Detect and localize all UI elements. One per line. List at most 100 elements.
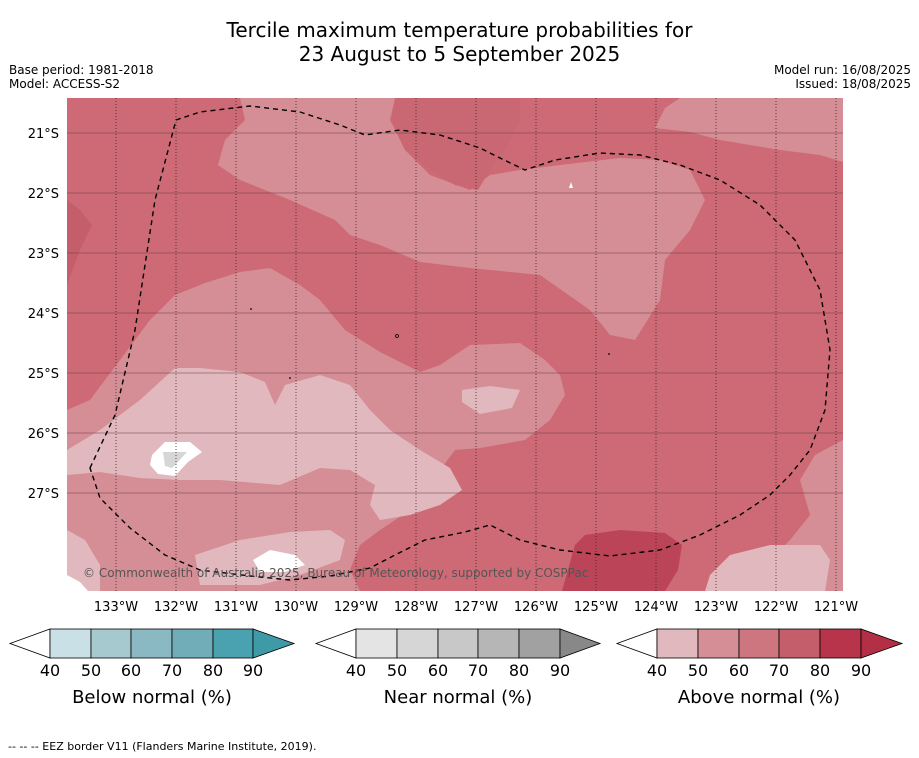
lon-label: 130°W bbox=[274, 600, 318, 615]
legend-tick: 80 bbox=[810, 661, 830, 680]
lon-label: 126°W bbox=[514, 600, 558, 615]
legend-below-normal: 40 50 60 70 80 90 Below normal (%) bbox=[8, 628, 296, 708]
legend-tick: 50 bbox=[387, 661, 407, 680]
lon-gridlines bbox=[115, 98, 837, 591]
issued-label: Issued: 18/08/2025 bbox=[795, 77, 911, 91]
legend-tick: 50 bbox=[81, 661, 101, 680]
legend-title: Near normal (%) bbox=[384, 687, 533, 708]
legend-tick: 80 bbox=[203, 661, 223, 680]
lon-label: 125°W bbox=[574, 600, 618, 615]
legend-below-bin bbox=[130, 628, 173, 659]
lon-label: 132°W bbox=[154, 600, 198, 615]
lat-label: 21°S bbox=[28, 127, 59, 142]
lat-label: 25°S bbox=[28, 367, 59, 382]
contour-70-80-south bbox=[562, 530, 682, 591]
blank-patch-3 bbox=[67, 575, 88, 591]
island-mark-5 bbox=[569, 182, 573, 188]
legend-above-bin bbox=[656, 628, 699, 659]
legend-title: Above normal (%) bbox=[678, 687, 840, 708]
chart-title: Tercile maximum temperature probabilitie… bbox=[0, 18, 919, 66]
near-normal-patch bbox=[163, 452, 187, 468]
lon-label: 131°W bbox=[214, 600, 258, 615]
legend-below-bin bbox=[49, 628, 92, 659]
lon-label: 129°W bbox=[334, 600, 378, 615]
island-mark-3 bbox=[395, 334, 399, 338]
lat-label: 27°S bbox=[28, 487, 59, 502]
meta-left: Base period: 1981-2018 Model: ACCESS-S2 bbox=[9, 63, 154, 91]
legend-above-bin bbox=[819, 628, 862, 659]
contour-40-50-west bbox=[67, 368, 462, 520]
legend-below-extend-right bbox=[252, 628, 296, 659]
contour-50-60-northeast bbox=[655, 98, 843, 162]
legend-near-extend-right bbox=[559, 628, 602, 659]
lat-labels: 21°S 22°S 23°S 24°S 25°S 26°S 27°S bbox=[28, 127, 59, 502]
legend-above-bin bbox=[697, 628, 740, 659]
legend-above-extend-right bbox=[860, 628, 904, 659]
legend-tick: 50 bbox=[688, 661, 708, 680]
lon-label: 123°W bbox=[694, 600, 738, 615]
legend-tick: 40 bbox=[647, 661, 667, 680]
model-run-label: Model run: 16/08/2025 bbox=[773, 63, 911, 77]
legend-tick: 70 bbox=[468, 661, 488, 680]
legend-near-bin bbox=[518, 628, 561, 659]
legend-tick: 90 bbox=[851, 661, 871, 680]
legend-tick: 40 bbox=[346, 661, 366, 680]
legend-near-normal: 40 50 60 70 80 90 Near normal (%) bbox=[314, 628, 602, 708]
legend-above-extend-left bbox=[615, 628, 658, 659]
base-period-label: Base period: 1981-2018 bbox=[9, 63, 154, 77]
legend-above-bin bbox=[738, 628, 780, 659]
contour-50-60-north bbox=[218, 98, 705, 340]
legend-tick: 90 bbox=[550, 661, 570, 680]
island-mark-2 bbox=[289, 377, 291, 379]
legend-near-extend-left bbox=[314, 628, 357, 659]
probability-map bbox=[67, 98, 843, 591]
eez-border bbox=[89, 105, 831, 581]
lat-label: 23°S bbox=[28, 247, 59, 262]
lat-gridlines bbox=[67, 132, 843, 494]
title-line-1: Tercile maximum temperature probabilitie… bbox=[226, 18, 693, 42]
island-mark-4 bbox=[608, 353, 610, 355]
lon-label: 121°W bbox=[814, 600, 858, 615]
lon-label: 128°W bbox=[394, 600, 438, 615]
legend-tick: 40 bbox=[40, 661, 60, 680]
lon-label: 127°W bbox=[454, 600, 498, 615]
lon-label: 122°W bbox=[754, 600, 798, 615]
legend-below-bin bbox=[90, 628, 132, 659]
legend-above-normal: 40 50 60 70 80 90 Above normal (%) bbox=[615, 628, 904, 708]
legend-above-bin bbox=[778, 628, 821, 659]
contour-70-80-north bbox=[392, 98, 520, 190]
legend-tick: 70 bbox=[162, 661, 182, 680]
contour-40-50-patch bbox=[462, 386, 520, 414]
legend-tick: 90 bbox=[243, 661, 263, 680]
legend-near-bin bbox=[437, 628, 479, 659]
lat-label: 24°S bbox=[28, 307, 59, 322]
legend-below-extend-left bbox=[8, 628, 51, 659]
lat-label: 26°S bbox=[28, 427, 59, 442]
contour-70-80-west bbox=[67, 200, 92, 285]
legend-title: Below normal (%) bbox=[72, 687, 232, 708]
lon-label: 133°W bbox=[94, 600, 138, 615]
legend-below-bin bbox=[212, 628, 254, 659]
legend-tick: 70 bbox=[769, 661, 789, 680]
lon-labels: 133°W 132°W 131°W 130°W 129°W 128°W 127°… bbox=[94, 600, 858, 615]
lon-label: 124°W bbox=[634, 600, 678, 615]
contour-40-50-southeast bbox=[705, 545, 830, 591]
model-label: Model: ACCESS-S2 bbox=[9, 77, 121, 91]
legend-tick: 60 bbox=[729, 661, 749, 680]
legend-near-bin bbox=[355, 628, 398, 659]
legend-near-bin bbox=[396, 628, 439, 659]
footer-note: -- -- -- EEZ border V11 (Flanders Marine… bbox=[8, 740, 317, 753]
island-mark-1 bbox=[250, 308, 252, 310]
legend-below-bin bbox=[171, 628, 214, 659]
blank-patch-2 bbox=[253, 550, 305, 572]
contour-40-50-south bbox=[67, 530, 100, 591]
lat-label: 22°S bbox=[28, 187, 59, 202]
title-line-2: 23 August to 5 September 2025 bbox=[298, 42, 621, 66]
legend-tick: 60 bbox=[121, 661, 141, 680]
legend-near-bin bbox=[477, 628, 520, 659]
meta-right: Model run: 16/08/2025 Issued: 18/08/2025 bbox=[774, 63, 911, 91]
legend-tick: 60 bbox=[428, 661, 448, 680]
copyright-text: © Commonwealth of Australia 2025, Bureau… bbox=[83, 566, 588, 580]
legend-tick: 80 bbox=[509, 661, 529, 680]
